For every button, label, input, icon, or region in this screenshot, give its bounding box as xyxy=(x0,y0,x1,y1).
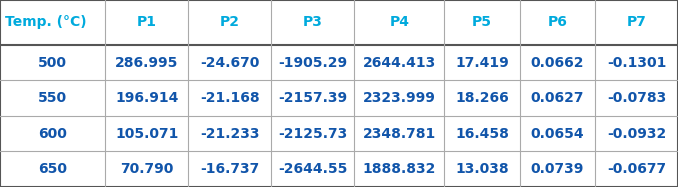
Text: 0.0627: 0.0627 xyxy=(531,91,584,105)
Text: 17.419: 17.419 xyxy=(455,56,509,70)
Text: -2157.39: -2157.39 xyxy=(278,91,347,105)
Text: 0.0739: 0.0739 xyxy=(531,162,584,176)
Text: 0.0662: 0.0662 xyxy=(531,56,584,70)
Text: -0.1301: -0.1301 xyxy=(607,56,666,70)
Text: 105.071: 105.071 xyxy=(115,127,178,141)
Text: 0.0654: 0.0654 xyxy=(531,127,584,141)
Text: -21.168: -21.168 xyxy=(200,91,260,105)
Text: -21.233: -21.233 xyxy=(200,127,260,141)
Text: -0.0932: -0.0932 xyxy=(607,127,666,141)
Text: 196.914: 196.914 xyxy=(115,91,178,105)
Text: -2125.73: -2125.73 xyxy=(278,127,347,141)
Text: P6: P6 xyxy=(548,15,567,29)
Text: -24.670: -24.670 xyxy=(200,56,260,70)
Text: -0.0783: -0.0783 xyxy=(607,91,666,105)
Text: 2348.781: 2348.781 xyxy=(363,127,436,141)
Text: 650: 650 xyxy=(38,162,67,176)
Text: P1: P1 xyxy=(137,15,157,29)
Text: P4: P4 xyxy=(389,15,410,29)
Text: -1905.29: -1905.29 xyxy=(278,56,347,70)
Text: 1888.832: 1888.832 xyxy=(363,162,436,176)
Text: P3: P3 xyxy=(302,15,323,29)
Text: 500: 500 xyxy=(38,56,67,70)
Text: 16.458: 16.458 xyxy=(455,127,509,141)
Text: P7: P7 xyxy=(626,15,647,29)
Text: 2644.413: 2644.413 xyxy=(363,56,436,70)
Text: P2: P2 xyxy=(220,15,240,29)
Text: 13.038: 13.038 xyxy=(456,162,509,176)
Text: -16.737: -16.737 xyxy=(200,162,260,176)
Text: Temp. (°C): Temp. (°C) xyxy=(5,15,87,29)
Text: -0.0677: -0.0677 xyxy=(607,162,666,176)
Text: 550: 550 xyxy=(38,91,67,105)
Text: 2323.999: 2323.999 xyxy=(363,91,436,105)
Text: 286.995: 286.995 xyxy=(115,56,178,70)
Text: 600: 600 xyxy=(38,127,67,141)
Text: P5: P5 xyxy=(472,15,492,29)
Text: 18.266: 18.266 xyxy=(455,91,509,105)
Text: 70.790: 70.790 xyxy=(120,162,174,176)
Text: -2644.55: -2644.55 xyxy=(278,162,347,176)
